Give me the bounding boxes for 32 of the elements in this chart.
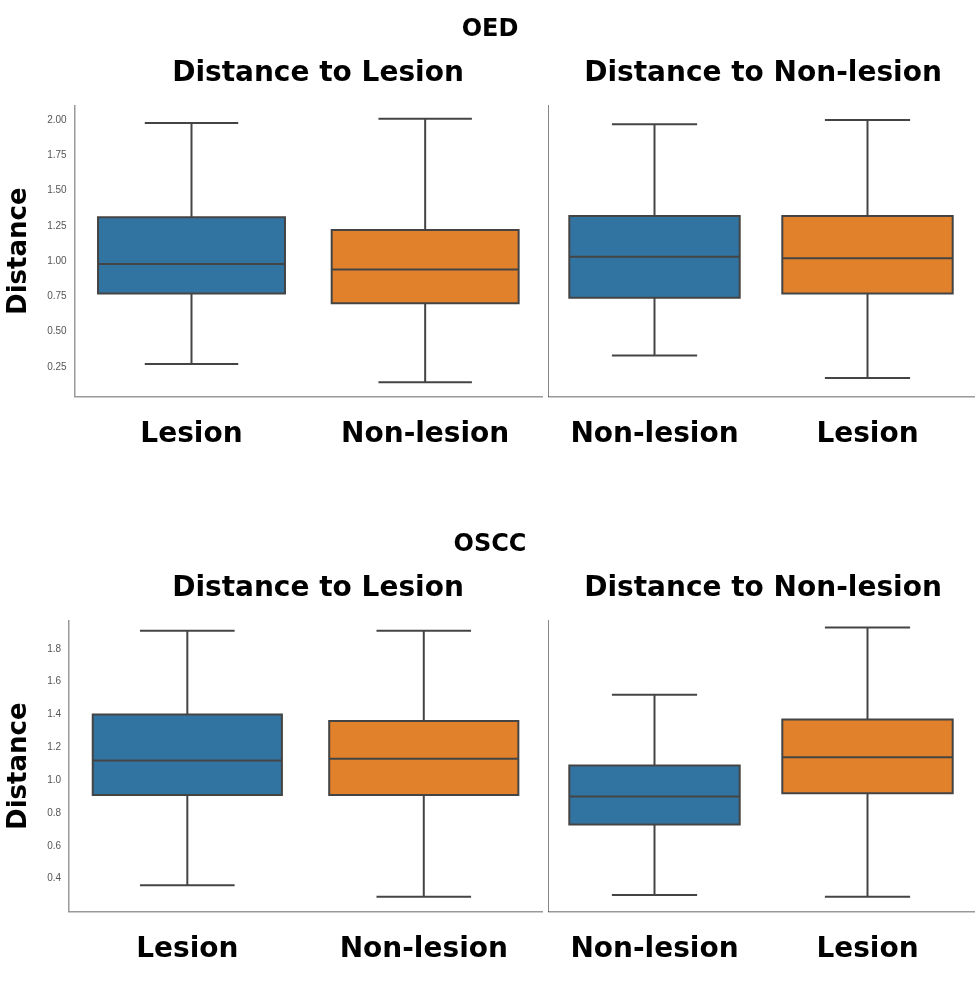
y-axis-title: Distance [2,187,33,315]
y-tick-label: 1.0 [47,773,62,785]
y-tick-label: 0.25 [47,360,68,372]
y-tick-label: 0.4 [47,872,62,884]
x-tick-label: Lesion [136,931,239,965]
x-tick-label: Non-lesion [570,931,739,965]
x-tick-label: Non-lesion [339,931,508,965]
y-tick-label: 0.50 [47,325,68,337]
y-tick-label: 1.4 [47,708,62,720]
y-tick-label: 0.8 [47,806,62,818]
y-tick-label: 0.75 [47,290,68,302]
y-tick-label: 1.8 [47,642,62,654]
y-tick-label: 1.6 [47,675,62,687]
y-tick-label: 2.00 [47,113,68,125]
x-tick-label: Lesion [140,416,243,450]
y-tick-label: 0.6 [47,839,62,851]
y-tick-label: 1.50 [47,184,68,196]
x-tick-label: Non-lesion [341,416,510,450]
x-tick-label: Lesion [816,931,919,965]
chart-title: Distance to Non-lesion [583,54,943,90]
x-tick-label: Lesion [816,416,919,450]
y-tick-label: 1.00 [47,254,68,266]
x-tick-label: Non-lesion [570,416,739,450]
y-axis-title: Distance [2,702,33,830]
chart-title: Distance to Lesion [171,54,465,90]
y-tick-label: 1.2 [47,741,62,753]
chart-title: Distance to Non-lesion [583,569,943,605]
y-tick-label: 1.25 [47,219,68,231]
y-tick-label: 1.75 [47,149,68,161]
text: OSCC [452,529,528,557]
chart-title: Distance to Lesion [171,569,465,605]
text: OED [460,14,520,42]
